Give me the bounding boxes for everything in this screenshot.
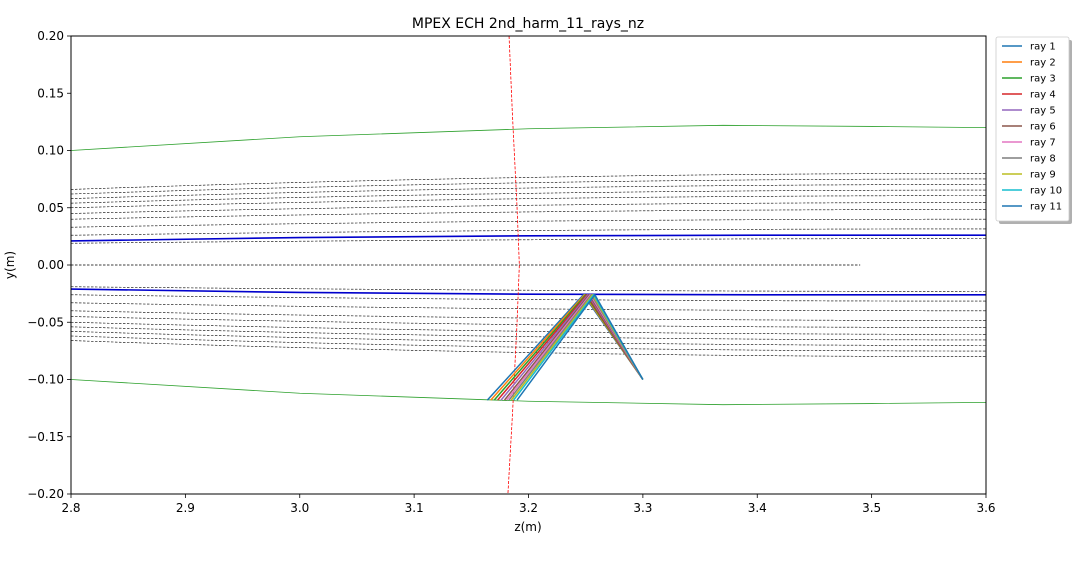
chart-title: MPEX ECH 2nd_harm_11_rays_nz — [412, 16, 644, 32]
flux-surface-bottom — [71, 335, 986, 352]
y-tick-label: 0.05 — [37, 201, 64, 215]
resonance-line — [507, 36, 520, 494]
legend-label: ray 5 — [1030, 106, 1056, 117]
x-tick-label: 3.2 — [519, 501, 538, 515]
flux-surface-bottom — [71, 294, 986, 302]
y-axis-label: y(m) — [3, 251, 17, 279]
flux-surface-bottom — [71, 286, 986, 292]
ray-line-ray-11 — [516, 294, 644, 401]
flux-surface-bottom — [71, 302, 986, 312]
x-tick-label: 3.3 — [633, 501, 652, 515]
legend-label: ray 6 — [1030, 122, 1056, 133]
separatrix-top-line — [71, 234, 986, 242]
y-tick-label: 0.20 — [37, 29, 64, 43]
flux-surface-top — [71, 195, 986, 209]
y-axis: −0.20 −0.15 −0.10 −0.05 0.00 0.05 0.10 0.15 0.20 — [27, 29, 71, 501]
flux-surface-top — [71, 209, 986, 220]
x-tick-label: 3.6 — [976, 501, 995, 515]
flux-surface-top — [71, 184, 986, 199]
legend-label: ray 3 — [1030, 74, 1056, 85]
y-tick-label: 0.15 — [37, 86, 64, 100]
flux-surface-top — [71, 189, 986, 204]
flux-surface-bottom — [71, 310, 986, 321]
flux-surface-top — [71, 228, 986, 236]
x-tick-label: 2.9 — [176, 501, 195, 515]
flux-surface-bottom — [71, 340, 986, 357]
x-axis-label: z(m) — [514, 520, 541, 534]
separatrix-bottom-line — [71, 288, 986, 296]
y-tick-label: 0.00 — [37, 258, 64, 272]
x-tick-label: 3.4 — [748, 501, 767, 515]
wall-top-line — [71, 124, 986, 151]
legend-label: ray 1 — [1030, 42, 1056, 53]
x-tick-label: 2.8 — [61, 501, 80, 515]
x-axis: 2.8 2.9 3.0 3.1 3.2 3.3 3.4 3.5 3.6 — [61, 494, 996, 515]
flux-surface-bottom — [71, 316, 986, 328]
legend-box — [995, 36, 1070, 222]
y-tick-label: −0.10 — [27, 373, 64, 387]
flux-surface-top — [71, 218, 986, 228]
y-tick-label: 0.10 — [37, 144, 64, 158]
flux-surface-top — [71, 173, 986, 190]
wall-bottom-line — [71, 379, 986, 406]
legend-label: ray 10 — [1030, 186, 1062, 197]
x-tick-label: 3.1 — [405, 501, 424, 515]
x-tick-label: 3.0 — [290, 501, 309, 515]
plot-area — [71, 36, 986, 494]
legend-label: ray 11 — [1030, 202, 1062, 213]
flux-surface-bottom — [71, 331, 986, 346]
y-tick-label: −0.20 — [27, 487, 64, 501]
legend-label: ray 8 — [1030, 154, 1056, 165]
x-tick-label: 3.5 — [862, 501, 881, 515]
legend-label: ray 4 — [1030, 90, 1056, 101]
flux-surface-bottom — [71, 321, 986, 335]
y-tick-label: −0.15 — [27, 430, 64, 444]
y-tick-label: −0.05 — [27, 315, 64, 329]
legend: ray 1 ray 2 ray 3 ray 4 ray 5 ray 6 ray 7 ray 8… — [995, 36, 1072, 224]
legend-label: ray 7 — [1030, 138, 1056, 149]
flux-surface-top — [71, 202, 986, 214]
legend-label: ray 9 — [1030, 170, 1056, 181]
flux-surface-top — [71, 238, 986, 244]
legend-label: ray 2 — [1030, 58, 1056, 69]
flux-surface-top — [71, 178, 986, 195]
flux-surface-bottom — [71, 326, 986, 341]
